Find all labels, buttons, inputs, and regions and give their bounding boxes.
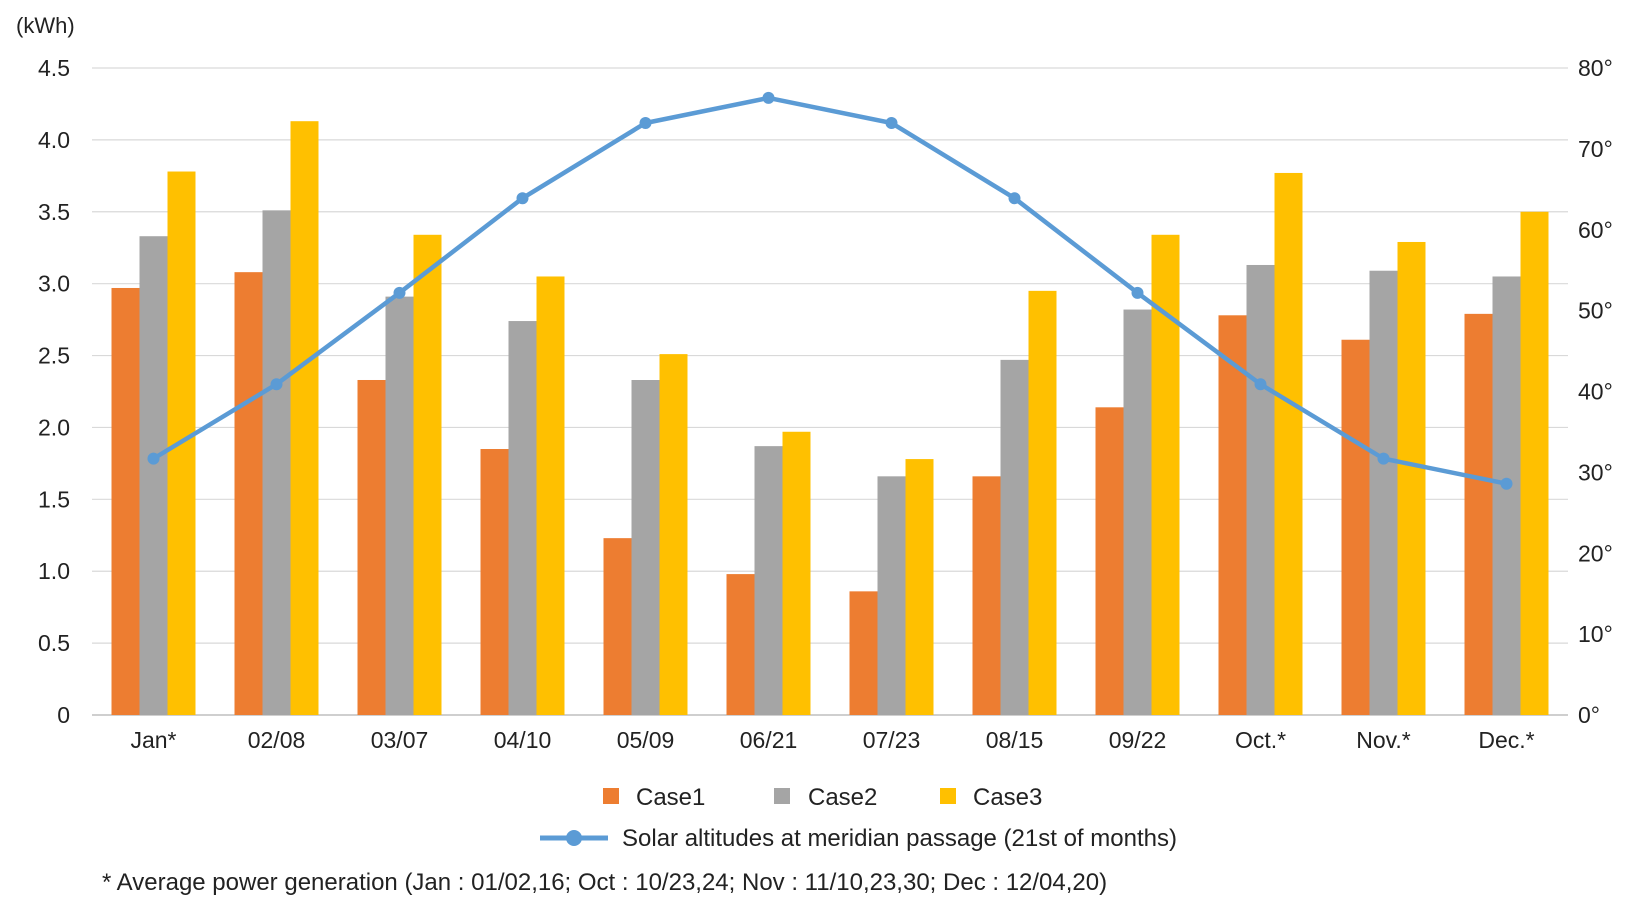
- x-tick-label: Oct.*: [1235, 727, 1286, 753]
- bar-case1-2: [234, 272, 263, 715]
- legend-swatch-case1: [603, 788, 619, 804]
- bar-case1-1: [111, 287, 140, 715]
- bar-case3-5: [659, 354, 688, 715]
- footnote: * Average power generation (Jan : 01/02,…: [102, 869, 1107, 896]
- bar-case2-11: [1369, 270, 1398, 715]
- solar-altitude-point-1: [147, 452, 160, 465]
- bar-case2-8: [1000, 359, 1029, 715]
- bar-case2-10: [1246, 264, 1275, 715]
- bar-case2-6: [754, 446, 783, 715]
- bar-case1-5: [603, 538, 632, 715]
- y-right-tick-label: 70°: [1578, 136, 1613, 162]
- legend-item-case3: Case3: [940, 784, 1042, 811]
- bar-case2-1: [139, 236, 168, 715]
- x-tick-label: 05/09: [617, 727, 675, 753]
- x-tick-label: Dec.*: [1478, 727, 1534, 753]
- y-left-tick-label: 4.5: [38, 55, 70, 81]
- x-tick-label: 02/08: [248, 727, 306, 753]
- bar-case3-8: [1028, 290, 1057, 715]
- legend-label-case1: Case1: [636, 784, 705, 811]
- bar-case1-10: [1218, 315, 1247, 715]
- y-right-tick-label: 60°: [1578, 217, 1613, 243]
- x-tick-label: 09/22: [1109, 727, 1167, 753]
- solar-altitude-point-12: [1500, 477, 1513, 490]
- solar-altitude-point-4: [516, 192, 529, 205]
- solar-altitude-point-6: [762, 91, 775, 104]
- legend-item-solar: Solar altitudes at meridian passage (21s…: [540, 825, 1177, 852]
- solar-altitude-point-8: [1008, 192, 1021, 205]
- x-tick-label: 04/10: [494, 727, 552, 753]
- bar-case2-9: [1123, 309, 1152, 715]
- x-tick-label: 08/15: [986, 727, 1044, 753]
- bar-case2-7: [877, 476, 906, 715]
- axis-layer: (kWh) 0 0.5 1.0 1.5 2.0 2.5 3.0 3.5 4.0 4.5 0° 10° 2…: [16, 13, 1613, 753]
- bar-case2-12: [1492, 276, 1521, 715]
- grid-layer: [92, 67, 1568, 716]
- bar-case1-9: [1095, 407, 1124, 715]
- legend-swatch-case2: [774, 788, 790, 804]
- bar-case1-7: [849, 591, 878, 715]
- bar-case1-6: [726, 574, 755, 715]
- y-right-tick-label: 10°: [1578, 621, 1613, 647]
- y-left-tick-label: 4.0: [38, 127, 70, 153]
- x-tick-label: 06/21: [740, 727, 798, 753]
- y-left-tick-label: 3.0: [38, 271, 70, 297]
- solar-altitude-point-9: [1131, 286, 1144, 299]
- bar-case2-4: [508, 321, 537, 715]
- x-tick-label: 07/23: [863, 727, 921, 753]
- y-right-tick-label: 80°: [1578, 55, 1613, 81]
- y-left-tick-label: 0: [57, 702, 70, 728]
- y-left-tick-label: 2.0: [38, 414, 70, 440]
- y-left-tick-label: 1.5: [38, 486, 70, 512]
- solar-altitude-point-7: [885, 116, 898, 129]
- x-tick-label: 03/07: [371, 727, 429, 753]
- legend-label-case2: Case2: [808, 784, 877, 811]
- bar-case3-3: [413, 234, 442, 715]
- x-tick-label: Jan*: [130, 727, 176, 753]
- bar-case3-6: [782, 431, 811, 715]
- y-left-tick-label: 2.5: [38, 343, 70, 369]
- line-layer: [147, 91, 1513, 490]
- bar-case3-7: [905, 459, 934, 715]
- solar-altitude-point-11: [1377, 452, 1390, 465]
- y-left-tick-label: 0.5: [38, 630, 70, 656]
- bar-case3-4: [536, 276, 565, 715]
- y-right-tick-label: 30°: [1578, 459, 1613, 485]
- legend: Case1 Case2 Case3 Solar altitudes at mer…: [540, 784, 1177, 852]
- bar-case3-2: [290, 121, 319, 716]
- y-left-tick-label: 1.0: [38, 558, 70, 584]
- solar-altitude-line: [152, 95, 1507, 486]
- bar-case1-8: [972, 476, 1001, 715]
- bar-case1-12: [1464, 313, 1493, 715]
- solar-altitude-point-2: [270, 378, 283, 391]
- y-right-tick-label: 0°: [1578, 702, 1600, 728]
- bar-case3-12: [1520, 211, 1549, 715]
- y-right-tick-label: 40°: [1578, 379, 1613, 405]
- legend-label-case3: Case3: [973, 784, 1042, 811]
- bar-layer: [111, 121, 1549, 716]
- y-unit-label: (kWh): [16, 13, 75, 38]
- bar-case3-10: [1274, 172, 1303, 716]
- bar-case1-4: [480, 449, 509, 715]
- bar-case3-11: [1397, 241, 1426, 715]
- bar-case1-3: [357, 379, 386, 715]
- y-left-tick-label: 3.5: [38, 199, 70, 225]
- bar-case2-5: [631, 379, 660, 715]
- solar-altitude-point-3: [393, 286, 406, 299]
- y-right-tick-label: 20°: [1578, 540, 1613, 566]
- legend-item-case2: Case2: [774, 784, 877, 811]
- x-tick-label: Nov.*: [1356, 727, 1411, 753]
- bar-case2-3: [385, 296, 414, 715]
- legend-marker-solar: [566, 830, 582, 846]
- bar-case2-2: [262, 210, 291, 715]
- solar-altitude-point-10: [1254, 378, 1267, 391]
- legend-item-case1: Case1: [603, 784, 705, 811]
- solar-altitude-point-5: [639, 116, 652, 129]
- bar-case1-11: [1341, 339, 1370, 715]
- legend-swatch-case3: [940, 788, 956, 804]
- legend-label-solar: Solar altitudes at meridian passage (21s…: [622, 825, 1177, 852]
- y-right-tick-label: 50°: [1578, 298, 1613, 324]
